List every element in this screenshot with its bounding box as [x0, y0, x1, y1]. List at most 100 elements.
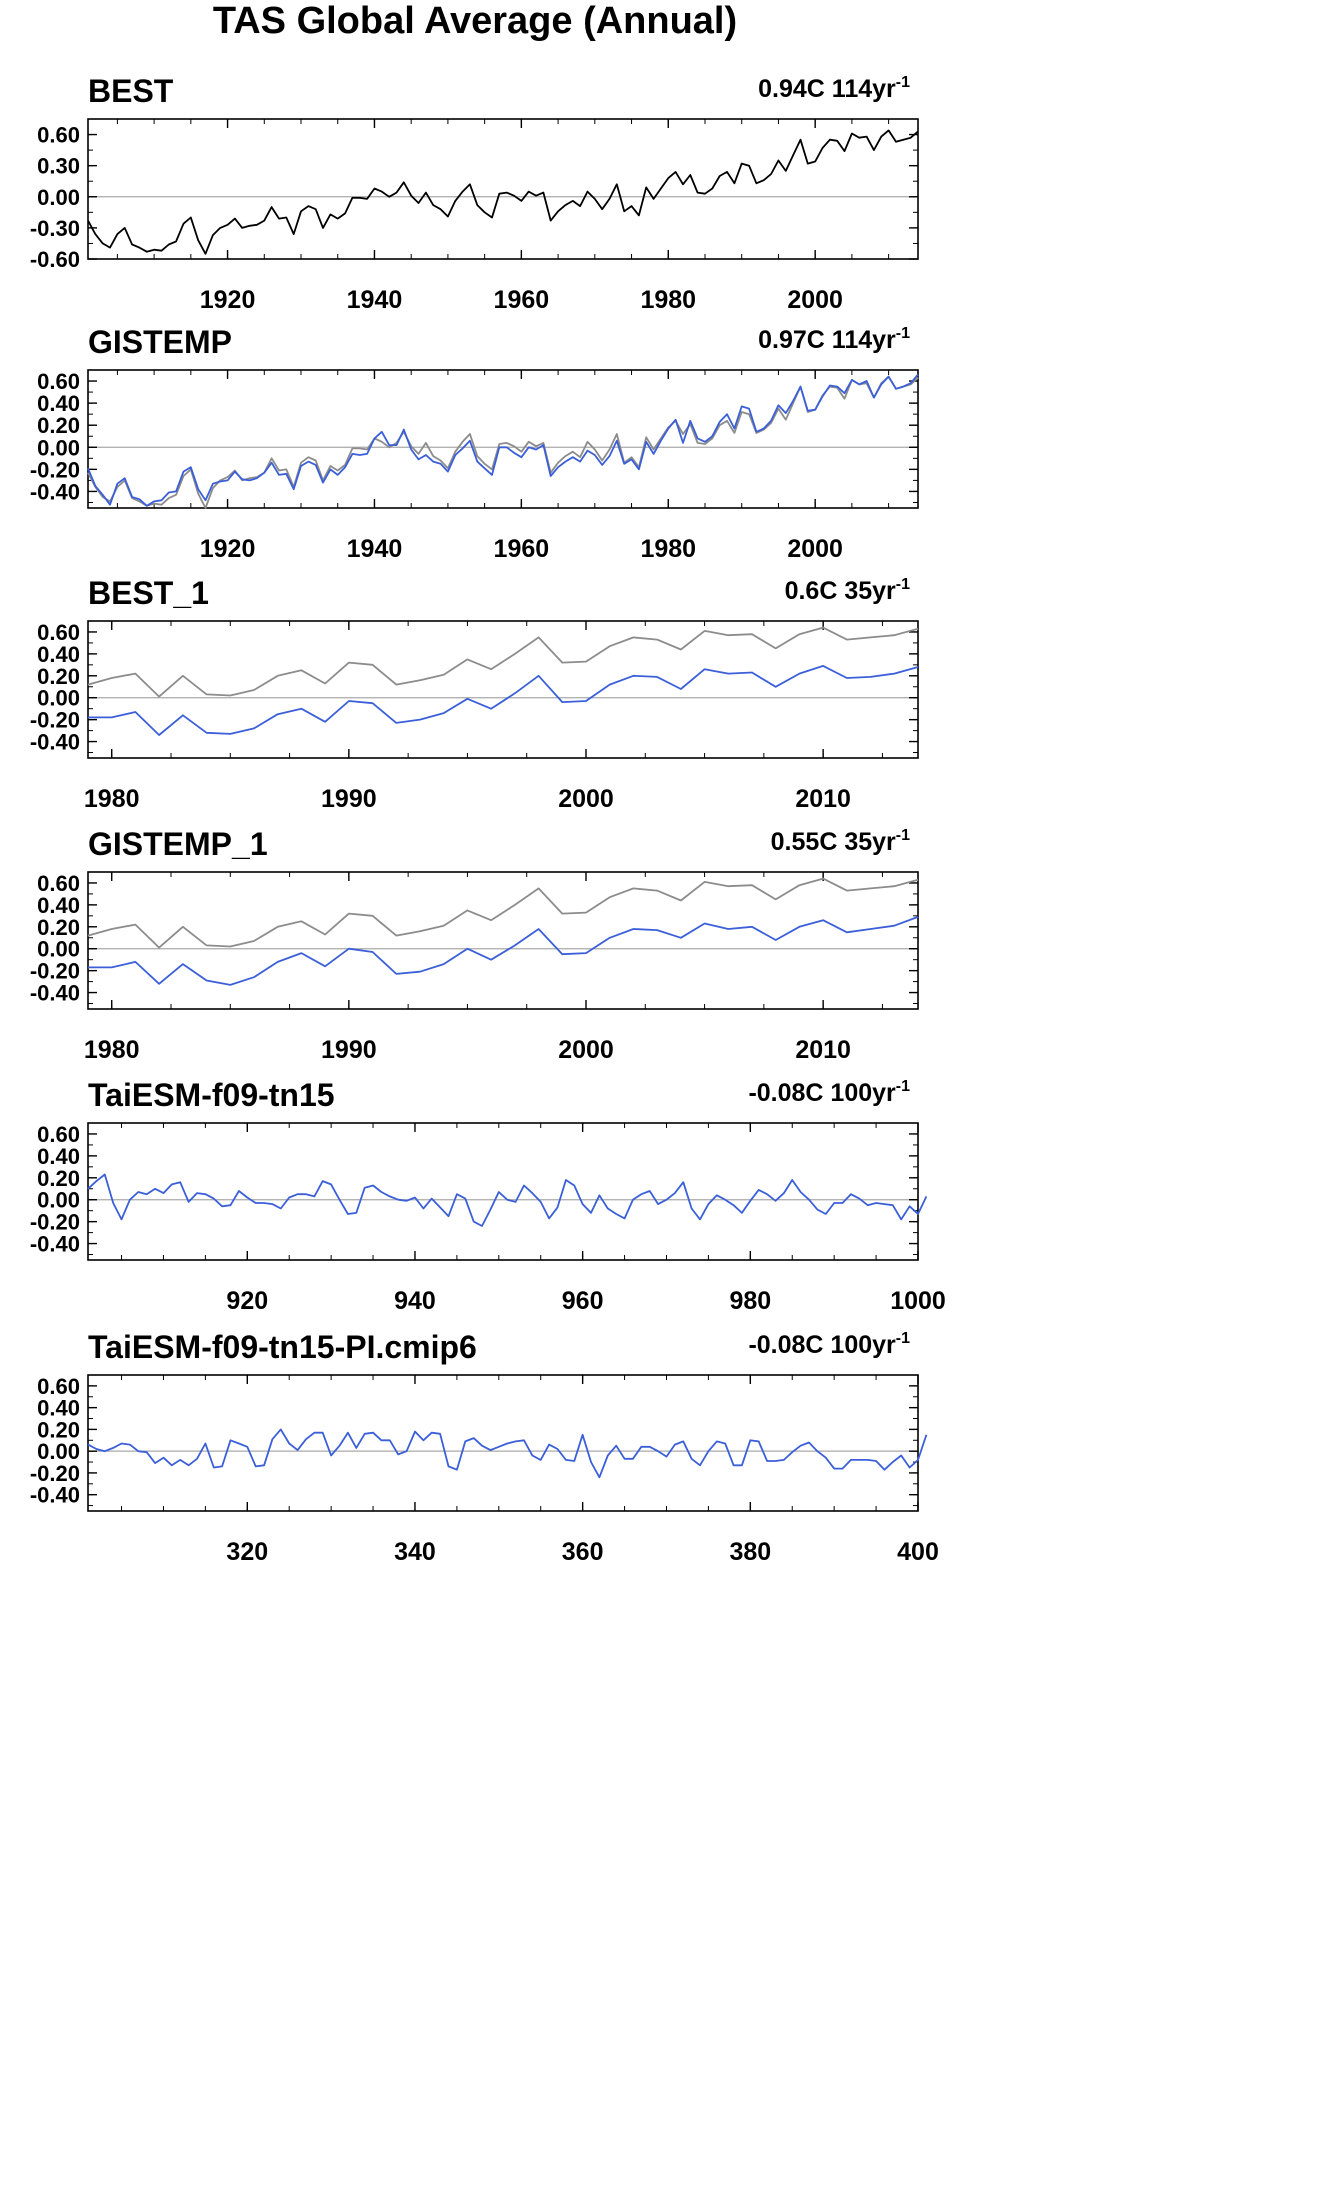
series-line-obs	[87, 129, 919, 255]
trend-annotation-exponent: -1	[896, 1330, 910, 1347]
x-tick-label: 2000	[787, 535, 843, 563]
trend-annotation: 0.97C 114yr-1	[758, 325, 910, 354]
y-tick-label: 0.00	[37, 435, 80, 460]
y-tick-label: 0.00	[37, 185, 80, 210]
plot-frame	[87, 871, 919, 1010]
y-tick-label: -0.20	[30, 1461, 80, 1486]
x-tick-label: 960	[562, 1287, 604, 1315]
x-tick-label: 340	[394, 1538, 436, 1566]
y-tick-label: 0.60	[37, 620, 80, 645]
panel-best-1: BEST_1 0.6C 35yr-1-0.40-0.200.000.200.400…	[30, 575, 919, 813]
y-tick-label: -0.40	[30, 479, 80, 504]
x-tick-label: 2010	[795, 785, 851, 813]
trend-annotation-text: 0.94C 114yr	[758, 75, 896, 103]
y-tick-label: 0.60	[37, 1122, 80, 1147]
panel-title: BEST	[88, 73, 174, 109]
panel-title: GISTEMP_1	[88, 826, 268, 862]
x-tick-label: 940	[394, 1287, 436, 1315]
x-tick-label: 980	[729, 1287, 771, 1315]
trend-annotation-exponent: -1	[896, 74, 910, 91]
x-tick-label: 1920	[200, 535, 256, 563]
series-line-model	[87, 1173, 928, 1227]
trend-annotation: 0.94C 114yr-1	[758, 74, 910, 103]
x-tick-label: 1990	[321, 1036, 377, 1064]
x-tick-label: 1940	[347, 286, 403, 314]
y-tick-label: -0.40	[30, 1483, 80, 1508]
panel-title: TaiESM-f09-tn15-PI.cmip6	[88, 1329, 477, 1365]
x-tick-label: 400	[897, 1538, 939, 1566]
trend-annotation-text: 0.97C 114yr	[758, 326, 896, 354]
y-tick-label: 0.40	[37, 893, 80, 918]
series-line-model	[87, 373, 919, 507]
chart-main-title: TAS Global Average (Annual)	[212, 0, 738, 42]
trend-annotation-text: 0.6C 35yr	[785, 577, 896, 605]
x-tick-label: 1960	[494, 535, 550, 563]
y-tick-label: 0.60	[37, 369, 80, 394]
y-tick-label: -0.20	[30, 457, 80, 482]
trend-annotation-text: -0.08C 100yr	[748, 1331, 896, 1359]
y-tick-label: -0.30	[30, 216, 80, 241]
x-tick-label: 2000	[558, 785, 614, 813]
trend-annotation-exponent: -1	[896, 576, 910, 593]
y-tick-label: -0.20	[30, 959, 80, 984]
y-tick-label: 0.20	[37, 1166, 80, 1191]
series-line-gray	[87, 375, 919, 509]
y-tick-label: 0.60	[37, 123, 80, 148]
x-tick-label: 1920	[200, 286, 256, 314]
y-tick-label: 0.40	[37, 1144, 80, 1169]
plot-frame	[87, 1122, 919, 1261]
x-tick-label: 1000	[890, 1287, 946, 1315]
y-tick-label: 0.00	[37, 1439, 80, 1464]
panel-best: BEST 0.94C 114yr-1 -0.60 -0.30 0.00 0.30 0.60 1…	[30, 73, 919, 314]
x-tick-label: 360	[562, 1538, 604, 1566]
x-tick-label: 1980	[640, 286, 696, 314]
x-tick-label: 2010	[795, 1036, 851, 1064]
x-tick-label: 1960	[494, 286, 550, 314]
trend-annotation: 0.6C 35yr-1	[785, 576, 911, 605]
trend-annotation: -0.08C 100yr-1	[748, 1330, 910, 1359]
x-tick-label: 1980	[84, 1036, 140, 1064]
y-tick-label: 0.20	[37, 915, 80, 940]
panel-title: TaiESM-f09-tn15	[88, 1077, 335, 1113]
x-tick-label: 2000	[787, 286, 843, 314]
series-line-model	[87, 1428, 928, 1479]
panel-taiesm: TaiESM-f09-tn15 -0.08C 100yr-1 -0.40-0.20 0…	[30, 1077, 946, 1315]
y-tick-label: 0.20	[37, 1417, 80, 1442]
y-tick-label: 0.00	[37, 937, 80, 962]
plot-frame	[87, 118, 919, 260]
trend-annotation-text: -0.08C 100yr	[748, 1079, 896, 1107]
y-tick-label: -0.40	[30, 730, 80, 755]
y-tick-label: 0.60	[37, 1374, 80, 1399]
y-tick-label: -0.20	[30, 1210, 80, 1235]
y-tick-label: 0.40	[37, 391, 80, 416]
y-tick-label: 0.40	[37, 1396, 80, 1421]
panel-taiesm-pi: TaiESM-f09-tn15-PI.cmip6 -0.08C 100yr-1-0…	[30, 1329, 939, 1566]
plot-frame	[87, 369, 919, 509]
x-tick-label: 1980	[640, 535, 696, 563]
y-tick-label: -0.40	[30, 1232, 80, 1257]
y-tick-label: 0.20	[37, 664, 80, 689]
x-tick-label: 920	[226, 1287, 268, 1315]
trend-annotation-exponent: -1	[896, 827, 910, 844]
x-tick-label: 380	[729, 1538, 771, 1566]
y-tick-label: 0.60	[37, 871, 80, 896]
trend-annotation-exponent: -1	[896, 1078, 910, 1095]
y-tick-label: -0.20	[30, 708, 80, 733]
y-tick-label: 0.00	[37, 686, 80, 711]
panel-gistemp: GISTEMP 0.97C 114yr-1-0.40-0.200.000.200.…	[30, 324, 919, 563]
y-tick-label: -0.60	[30, 247, 80, 272]
x-tick-label: 2000	[558, 1036, 614, 1064]
panel-gistemp-1: GISTEMP_1 0.55C 35yr-1-0.40-0.200.000.200…	[30, 826, 919, 1064]
panel-title: BEST_1	[88, 575, 209, 611]
trend-annotation-exponent: -1	[896, 325, 910, 342]
x-tick-label: 320	[226, 1538, 268, 1566]
panel-title: GISTEMP	[88, 324, 232, 360]
y-tick-label: 0.40	[37, 642, 80, 667]
series-line-model	[88, 665, 919, 736]
plot-frame	[87, 620, 919, 759]
series-line-model	[88, 916, 919, 986]
y-tick-label: 0.20	[37, 413, 80, 438]
series-line-gray	[87, 877, 919, 949]
x-tick-label: 1980	[84, 785, 140, 813]
